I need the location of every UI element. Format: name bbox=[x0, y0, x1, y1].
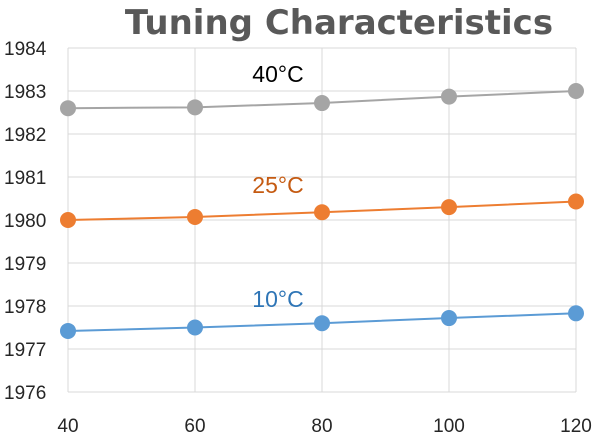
series-label: 40°C bbox=[252, 61, 303, 87]
y-tick-label: 1977 bbox=[4, 340, 46, 361]
data-point bbox=[60, 322, 76, 339]
series-label: 10°C bbox=[252, 286, 303, 312]
chart-title: Tuning Characteristics bbox=[125, 3, 553, 43]
x-tick-label: 40 bbox=[57, 416, 78, 437]
data-point bbox=[187, 208, 203, 225]
y-tick-label: 1979 bbox=[4, 254, 46, 275]
data-point bbox=[187, 99, 203, 116]
data-point bbox=[441, 199, 457, 216]
series-2 bbox=[60, 305, 584, 339]
data-point bbox=[60, 212, 76, 228]
x-tick-label: 100 bbox=[433, 416, 465, 437]
data-point bbox=[314, 204, 330, 221]
data-point bbox=[568, 305, 584, 322]
x-axis-ticks: 40 60 80 100 120 bbox=[57, 416, 591, 437]
x-tick-label: 60 bbox=[184, 416, 205, 437]
y-tick-label: 1976 bbox=[4, 383, 46, 404]
series-1 bbox=[60, 193, 584, 228]
y-tick-label: 1981 bbox=[4, 168, 46, 189]
y-tick-label: 1978 bbox=[4, 297, 46, 318]
data-point bbox=[441, 88, 457, 105]
series-labels: 40°C 25°C 10°C bbox=[252, 61, 303, 312]
series-0 bbox=[60, 83, 584, 117]
y-tick-label: 1980 bbox=[4, 211, 46, 232]
data-point bbox=[187, 319, 203, 336]
data-point bbox=[314, 95, 330, 112]
x-tick-label: 80 bbox=[311, 416, 332, 437]
y-tick-label: 1984 bbox=[4, 39, 47, 60]
data-point bbox=[568, 83, 584, 99]
y-tick-label: 1983 bbox=[4, 82, 46, 103]
data-point bbox=[441, 310, 457, 327]
y-axis-ticks: 1976 1977 1978 1979 1980 1981 1982 1983 1984 bbox=[4, 39, 47, 404]
data-point bbox=[568, 193, 584, 210]
series-lines bbox=[60, 83, 584, 339]
data-point bbox=[314, 315, 330, 332]
series-label: 25°C bbox=[252, 172, 303, 198]
data-point bbox=[60, 100, 76, 117]
y-tick-label: 1982 bbox=[4, 125, 46, 146]
x-tick-label: 120 bbox=[560, 416, 592, 437]
